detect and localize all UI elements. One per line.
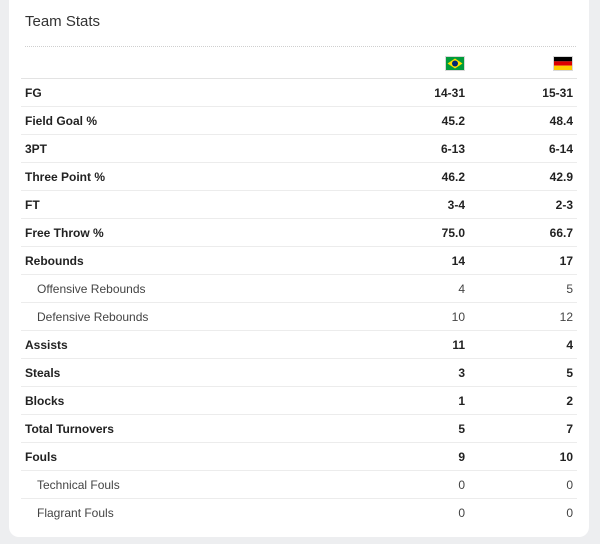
stat-label: 3PT (21, 134, 375, 163)
team-stats-card: Team Stats (9, 0, 589, 537)
stat-row: Rebounds 14 17 (21, 246, 577, 275)
team-b-value: 6-14 (465, 134, 577, 163)
stats-body: FG 14-31 15-31 Field Goal % 45.2 48.4 3PT 6-13 6… (21, 78, 577, 527)
stat-row: FG 14-31 15-31 (21, 78, 577, 107)
stat-row: Steals 3 5 (21, 358, 577, 387)
team-stats-table: FG 14-31 15-31 Field Goal % 45.2 48.4 3PT 6-13 6… (21, 48, 577, 526)
team-a-value: 75.0 (375, 218, 465, 247)
team-b-value: 5 (465, 274, 577, 303)
stat-label: Rebounds (21, 246, 375, 275)
team-a-header (375, 48, 465, 79)
card-title: Team Stats (25, 13, 101, 30)
team-b-value: 15-31 (465, 78, 577, 107)
title-divider (25, 46, 576, 47)
team-b-value: 17 (465, 246, 577, 275)
team-b-value: 48.4 (465, 106, 577, 135)
team-a-value: 3-4 (375, 190, 465, 219)
germany-flag-icon (553, 55, 573, 71)
stat-row: Technical Fouls 0 0 (21, 470, 577, 499)
stat-label: Assists (21, 330, 375, 359)
stat-row: Free Throw % 75.0 66.7 (21, 218, 577, 247)
stat-row: FT 3-4 2-3 (21, 190, 577, 219)
team-a-value: 45.2 (375, 106, 465, 135)
stat-label: Free Throw % (21, 218, 375, 247)
team-a-value: 11 (375, 330, 465, 359)
team-b-value: 2 (465, 386, 577, 415)
stat-row: 3PT 6-13 6-14 (21, 134, 577, 163)
team-b-value: 66.7 (465, 218, 577, 247)
team-b-value: 2-3 (465, 190, 577, 219)
stat-label: FT (21, 190, 375, 219)
team-a-value: 10 (375, 302, 465, 331)
team-a-value: 0 (375, 470, 465, 499)
team-a-value: 0 (458, 505, 465, 520)
team-a-value: 3 (375, 358, 465, 387)
team-b-value: 0 (465, 470, 577, 499)
team-a-value: 46.2 (375, 162, 465, 191)
stat-row: Defensive Rebounds 10 12 (21, 302, 577, 331)
team-b-value: 7 (465, 414, 577, 443)
team-a-value: 14 (375, 246, 465, 275)
stat-label: FG (21, 78, 375, 107)
stat-row: Field Goal % 45.2 48.4 (21, 106, 577, 135)
stat-label: Fouls (21, 442, 375, 471)
stat-row: Total Turnovers 5 7 (21, 414, 577, 443)
stat-label: Offensive Rebounds (21, 274, 375, 303)
stat-row: Flagrant Fouls 0 0 (21, 499, 577, 527)
team-b-value: 12 (465, 302, 577, 331)
team-b-value: 4 (465, 330, 577, 359)
team-b-value: 42.9 (465, 162, 577, 191)
stat-label: Technical Fouls (21, 470, 375, 499)
stat-label: Field Goal % (21, 106, 375, 135)
stat-row: Assists 11 4 (21, 330, 577, 359)
stat-label: Blocks (21, 386, 375, 415)
team-b-value: 5 (465, 358, 577, 387)
team-a-value: 9 (375, 442, 465, 471)
team-a-value: 6-13 (375, 134, 465, 163)
stat-label: Three Point % (21, 162, 375, 191)
stat-label: Flagrant Fouls (37, 505, 114, 520)
team-b-header (465, 48, 577, 79)
stat-row: Three Point % 46.2 42.9 (21, 162, 577, 191)
team-b-value: 10 (465, 442, 577, 471)
brazil-flag-icon (445, 55, 465, 71)
team-a-value: 14-31 (375, 78, 465, 107)
team-a-value: 4 (375, 274, 465, 303)
team-a-value: 5 (375, 414, 465, 443)
stat-row: Offensive Rebounds 4 5 (21, 274, 577, 303)
team-b-value: 0 (566, 505, 573, 520)
stat-row: Fouls 9 10 (21, 442, 577, 471)
team-header-row (21, 48, 577, 79)
stat-label: Total Turnovers (21, 414, 375, 443)
team-a-value: 1 (375, 386, 465, 415)
stat-row: Blocks 1 2 (21, 386, 577, 415)
stat-label: Steals (21, 358, 375, 387)
stat-header-spacer (21, 48, 375, 79)
stat-label: Defensive Rebounds (21, 302, 375, 331)
